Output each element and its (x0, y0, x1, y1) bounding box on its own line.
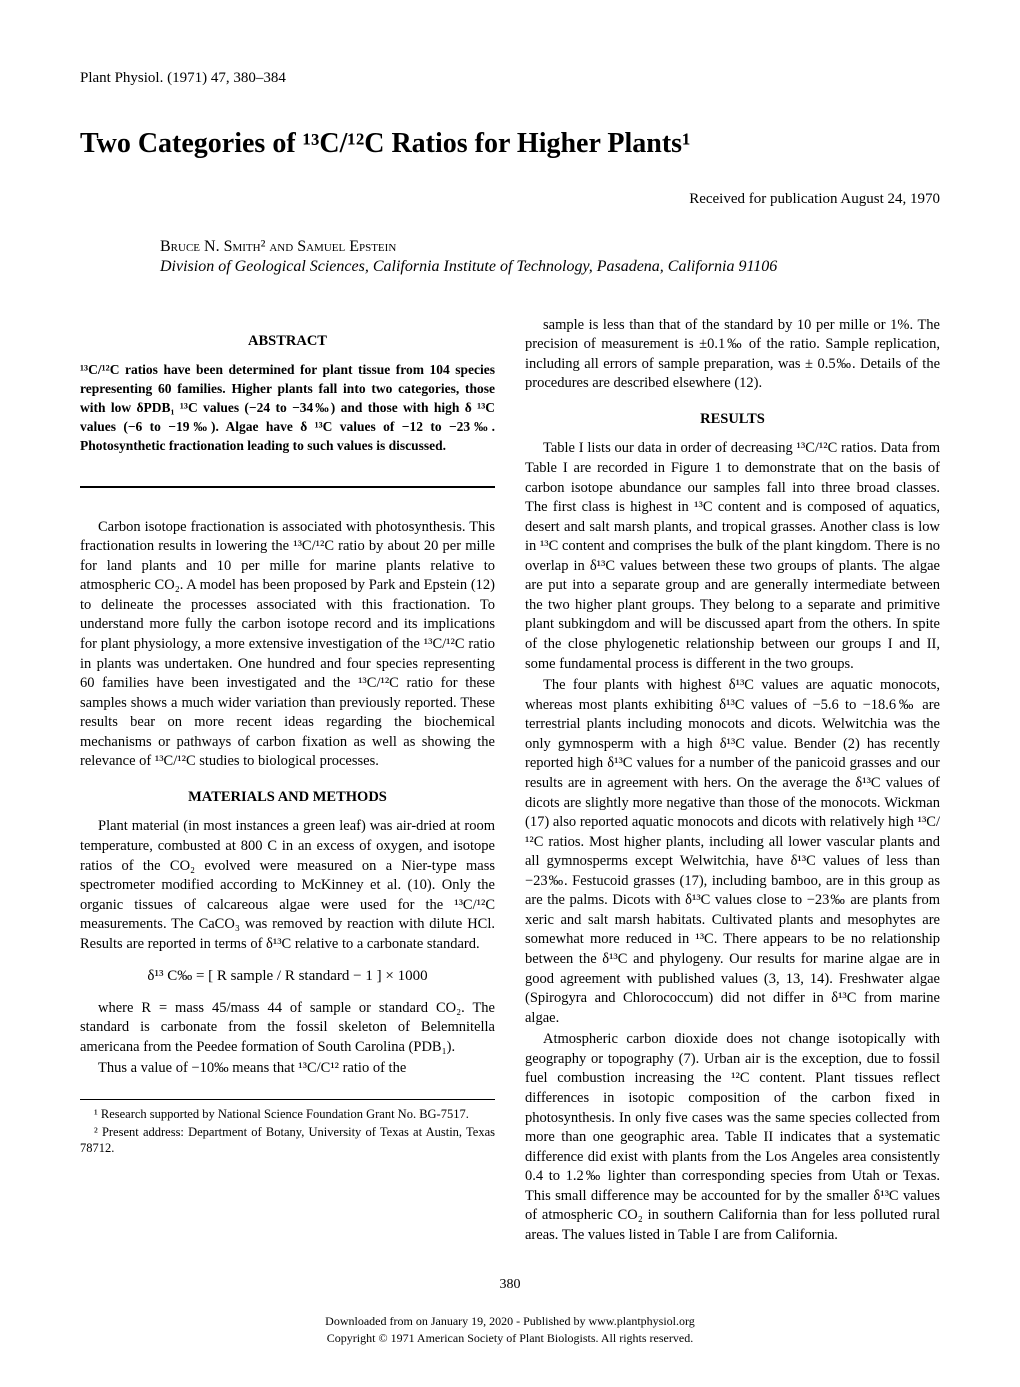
paper-title: Two Categories of ¹³C/¹²C Ratios for Hig… (80, 127, 940, 161)
abstract-heading: ABSTRACT (80, 332, 495, 352)
results-paragraph-2: The four plants with highest δ¹³C values… (525, 676, 940, 1028)
methods-paragraph-2: where R = mass 45/mass 44 of sample or s… (80, 999, 495, 1058)
results-paragraph-1: Table I lists our data in order of decre… (525, 439, 940, 674)
page-number: 380 (80, 1277, 940, 1293)
footnote-2: ² Present address: Department of Botany,… (80, 1124, 495, 1157)
left-column: ABSTRACT ¹³C/¹²C ratios have been determ… (80, 316, 495, 1248)
footnote-1: ¹ Research supported by National Science… (80, 1106, 495, 1122)
col2-paragraph-1: sample is less than that of the standard… (525, 316, 940, 394)
methods-heading: MATERIALS AND METHODS (80, 788, 495, 808)
abstract-text: ¹³C/¹²C ratios have been determined for … (80, 361, 495, 455)
methods-paragraph-3: Thus a value of −10‰ means that ¹³C/C¹² … (80, 1059, 495, 1079)
intro-paragraph: Carbon isotope fractionation is associat… (80, 518, 495, 772)
right-column: sample is less than that of the standard… (525, 316, 940, 1248)
authors: Bruce N. Smith² and Samuel Epstein (160, 238, 940, 256)
copyright-footer: Downloaded from on January 19, 2020 - Pu… (80, 1313, 940, 1347)
page-container: Plant Physiol. (1971) 47, 380–384 Two Ca… (0, 0, 1020, 1387)
delta-formula: δ¹³ C‰ = [ R sample / R standard − 1 ] ×… (80, 966, 495, 986)
footnotes: ¹ Research supported by National Science… (80, 1099, 495, 1157)
results-paragraph-3: Atmospheric carbon dioxide does not chan… (525, 1030, 940, 1245)
two-column-layout: ABSTRACT ¹³C/¹²C ratios have been determ… (80, 316, 940, 1248)
copyright-line-1: Downloaded from on January 19, 2020 - Pu… (80, 1313, 940, 1330)
received-date: Received for publication August 24, 1970 (80, 191, 940, 208)
copyright-line-2: Copyright © 1971 American Society of Pla… (80, 1330, 940, 1347)
results-heading: RESULTS (525, 410, 940, 430)
methods-paragraph-1: Plant material (in most instances a gree… (80, 817, 495, 954)
journal-header: Plant Physiol. (1971) 47, 380–384 (80, 70, 940, 87)
affiliation: Division of Geological Sciences, Califor… (160, 258, 940, 276)
abstract-rule (80, 486, 495, 488)
